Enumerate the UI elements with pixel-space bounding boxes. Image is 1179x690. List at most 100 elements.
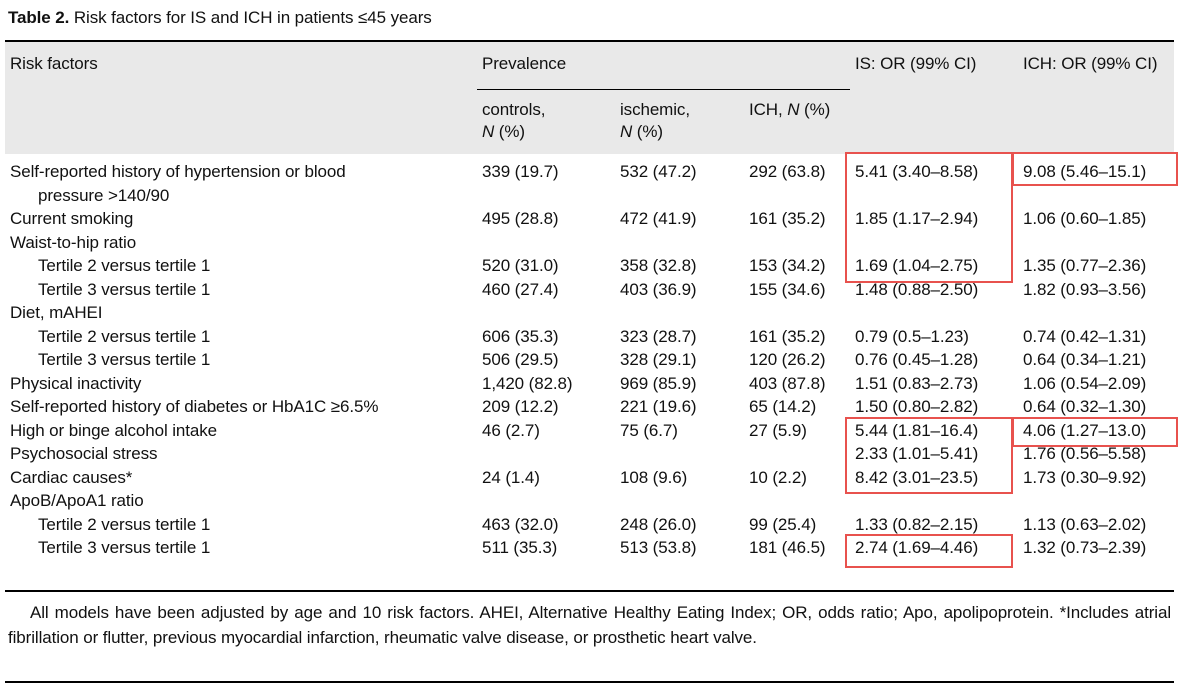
table-row: Waist-to-hip ratio <box>5 231 1174 255</box>
table-row: Tertile 3 versus tertile 1 506 (29.5) 328 … <box>5 348 1174 372</box>
cell-ich-or: 1.76 (0.56–5.58) <box>1023 444 1147 463</box>
table-row: High or binge alcohol intake 46 (2.7) 75 (… <box>5 419 1174 443</box>
row-label: Tertile 2 versus tertile 1 <box>5 254 477 278</box>
cell-controls: 463 (32.0) <box>482 514 559 534</box>
cell-ischemic: 403 (36.9) <box>620 279 697 299</box>
row-label: Physical inactivity <box>5 372 477 396</box>
cell-ich: 161 (35.2) <box>749 326 826 346</box>
row-label-line: ApoB/ApoA1 ratio <box>10 491 144 510</box>
table-row: Cardiac causes* 24 (1.4) 108 (9.6) 10 (2.2)… <box>5 466 1174 490</box>
cell-ich-or: 1.06 (0.54–2.09) <box>1023 373 1147 393</box>
cell-ischemic: 513 (53.8) <box>620 538 697 557</box>
cell-is-or: 1.33 (0.82–2.15) <box>855 514 979 534</box>
table-row: Tertile 3 versus tertile 1 460 (27.4) 403 … <box>5 278 1174 302</box>
controls-n-header: controls, N (%) <box>482 100 546 141</box>
table-row: ApoB/ApoA1 ratio <box>5 489 1174 513</box>
cell-controls: 24 (1.4) <box>482 467 540 487</box>
cell-ich: 292 (63.8) <box>749 162 826 181</box>
cell-ich: 181 (46.5) <box>749 538 826 557</box>
cell-is-or: 8.42 (3.01–23.5) <box>855 467 979 487</box>
cell-ischemic: 358 (32.8) <box>620 256 697 275</box>
cell-ich-or: 0.64 (0.34–1.21) <box>1023 350 1147 369</box>
row-label-line: Psychosocial stress <box>10 444 158 463</box>
cell-ich <box>744 301 850 325</box>
n-variable: N <box>482 122 495 141</box>
table-row: Self-reported history of hypertension or… <box>5 154 1174 207</box>
row-label: Self-reported history of diabetes or HbA… <box>5 395 477 419</box>
row-label-line: Waist-to-hip ratio <box>10 232 137 252</box>
table-row: Tertile 3 versus tertile 1 511 (35.3) 513 … <box>5 536 1174 591</box>
cell-ich <box>744 489 850 513</box>
row-label-line: Tertile 3 versus tertile 1 <box>38 350 211 369</box>
table-row: Self-reported history of diabetes or HbA… <box>5 395 1174 419</box>
row-label: Current smoking <box>5 207 477 231</box>
row-label: High or binge alcohol intake <box>5 419 477 443</box>
cell-ischemic <box>615 231 744 255</box>
cell-ich: 99 (25.4) <box>749 514 817 534</box>
cell-ich: 161 (35.2) <box>749 209 826 228</box>
row-label-line: Diet, mAHEI <box>10 303 103 322</box>
row-label-line: Tertile 2 versus tertile 1 <box>38 514 211 534</box>
cell-is-or: 5.44 (1.81–16.4) <box>855 420 979 440</box>
cell-is-or: 0.79 (0.5–1.23) <box>855 326 969 346</box>
table-title: Table 2. Risk factors for IS and ICH in … <box>8 8 432 28</box>
row-label-line: pressure >140/90 <box>38 185 170 205</box>
cell-ischemic: 221 (19.6) <box>620 397 697 416</box>
table-footnote: All models have been adjusted by age and… <box>8 603 1171 647</box>
cell-is-or: 1.69 (1.04–2.75) <box>855 256 979 275</box>
row-label-line: Tertile 2 versus tertile 1 <box>38 326 211 346</box>
cell-ich: 27 (5.9) <box>749 420 807 440</box>
row-label-line: Self-reported history of hypertension or… <box>10 162 346 181</box>
prevalence-header: Prevalence <box>477 41 850 90</box>
row-label: Tertile 2 versus tertile 1 <box>5 513 477 537</box>
cell-is-or: 1.50 (0.80–2.82) <box>855 397 979 416</box>
cell-ich-or: 0.74 (0.42–1.31) <box>1023 326 1147 346</box>
ich-or-header: ICH: OR (99% CI) <box>1023 54 1158 73</box>
cell-ich: 120 (26.2) <box>749 350 826 369</box>
row-label-line: High or binge alcohol intake <box>10 420 218 440</box>
table-body: Self-reported history of hypertension or… <box>5 154 1174 591</box>
table-header: Risk factors Prevalence IS: OR (99% CI) … <box>5 41 1174 154</box>
cell-ich: 155 (34.6) <box>749 279 826 299</box>
row-label-line: Self-reported history of diabetes or HbA… <box>10 397 379 416</box>
row-label-line: Tertile 2 versus tertile 1 <box>38 256 211 275</box>
cell-is-or: 0.76 (0.45–1.28) <box>855 350 979 369</box>
cell-ich-or <box>1018 489 1174 513</box>
cell-controls: 339 (19.7) <box>482 162 559 181</box>
cell-ischemic: 328 (29.1) <box>620 350 697 369</box>
cell-ischemic <box>615 442 744 466</box>
table-row: Physical inactivity 1,420 (82.8) 969 (85.9… <box>5 372 1174 396</box>
cell-ich: 10 (2.2) <box>749 467 807 487</box>
cell-controls: 46 (2.7) <box>482 420 540 440</box>
bottom-rule <box>5 681 1174 683</box>
ischemic-n-header: ischemic, N (%) <box>620 100 690 141</box>
ich-n-header: ICH, N (%) <box>749 100 831 119</box>
cell-controls: 511 (35.3) <box>482 538 558 557</box>
cell-ich-or: 1.13 (0.63–2.02) <box>1023 514 1147 534</box>
row-label: Tertile 3 versus tertile 1 <box>5 536 477 591</box>
cell-controls: 1,420 (82.8) <box>482 373 573 393</box>
cell-ich-or: 1.73 (0.30–9.92) <box>1023 467 1147 487</box>
row-label-line: Tertile 3 versus tertile 1 <box>38 538 211 557</box>
row-label: Tertile 2 versus tertile 1 <box>5 325 477 349</box>
cell-is-or: 5.41 (3.40–8.58) <box>855 162 979 181</box>
risk-factors-table: Risk factors Prevalence IS: OR (99% CI) … <box>5 40 1174 592</box>
table-row: Diet, mAHEI <box>5 301 1174 325</box>
cell-ischemic <box>615 489 744 513</box>
table-row: Psychosocial stress 2.33 (1.01–5.41) 1.76 … <box>5 442 1174 466</box>
risk-factors-header: Risk factors <box>10 54 98 73</box>
cell-controls: 495 (28.8) <box>482 209 559 228</box>
cell-is-or <box>850 301 1018 325</box>
row-label: Cardiac causes* <box>5 466 477 490</box>
cell-is-or: 2.74 (1.69–4.46) <box>855 538 979 557</box>
row-label: Waist-to-hip ratio <box>5 231 477 255</box>
cell-ich-or <box>1018 301 1174 325</box>
cell-ich-or: 9.08 (5.46–15.1) <box>1023 162 1147 181</box>
cell-ischemic: 323 (28.7) <box>620 326 697 346</box>
cell-ich-or: 1.32 (0.73–2.39) <box>1023 538 1147 557</box>
row-label: Tertile 3 versus tertile 1 <box>5 348 477 372</box>
cell-ischemic: 248 (26.0) <box>620 514 697 534</box>
cell-is-or: 1.85 (1.17–2.94) <box>855 209 979 228</box>
table-row: Current smoking 495 (28.8) 472 (41.9) 161 (… <box>5 207 1174 231</box>
